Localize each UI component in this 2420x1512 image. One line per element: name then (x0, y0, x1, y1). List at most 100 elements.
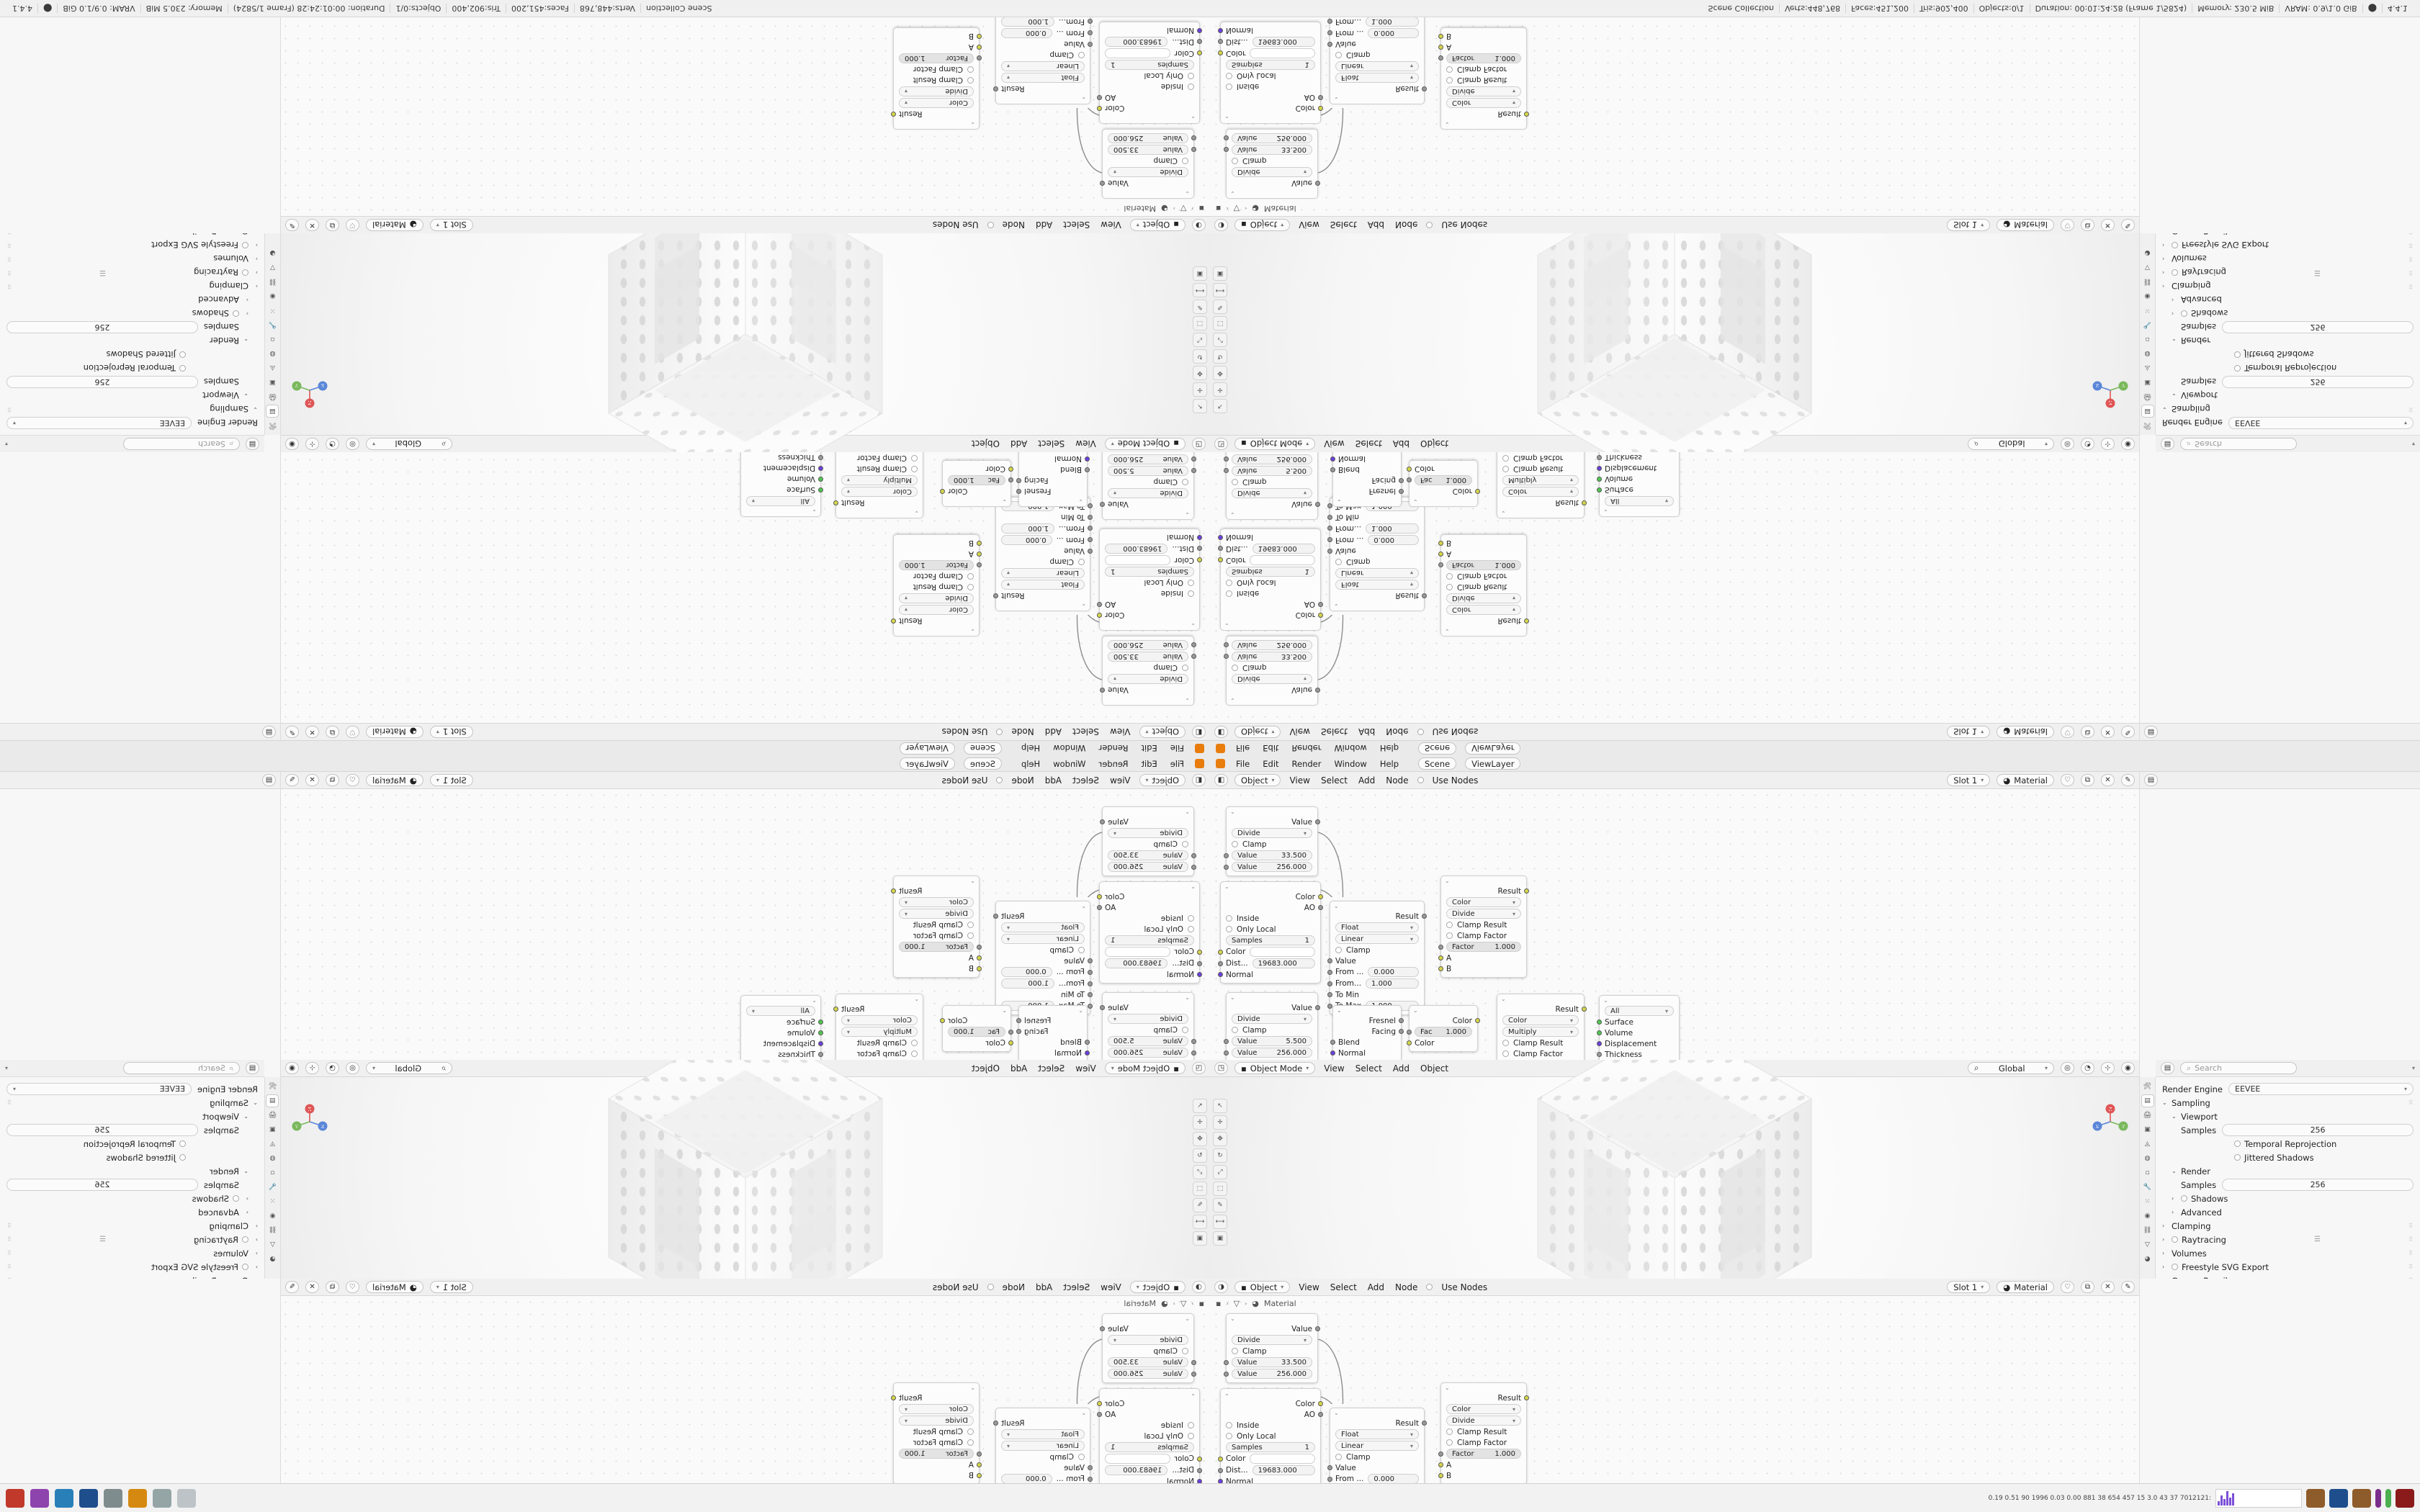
transform-orientation-selector[interactable]: ⌕ Global ▾ (366, 1062, 452, 1074)
socket-yellow-icon[interactable] (1438, 966, 1443, 971)
node-value-field[interactable]: Factor 1.000 (899, 1449, 974, 1459)
section-toggle-checkbox[interactable] (2172, 1264, 2178, 1270)
node-dropdown[interactable]: Linear ▾ (1001, 934, 1085, 944)
socket-yellow-icon[interactable] (1524, 888, 1529, 894)
proportional-edit-icon[interactable]: ◔ (2081, 438, 2094, 450)
socket-grey-icon[interactable] (993, 593, 998, 598)
socket-purple-icon[interactable] (1218, 535, 1223, 540)
node-input-socket-row[interactable]: Color (1218, 48, 1320, 59)
checkbox[interactable] (1226, 73, 1232, 79)
node-dropdown[interactable]: Multiply ▾ (841, 1027, 918, 1037)
node-output-socket-row[interactable]: Fresnel (1016, 1015, 1087, 1026)
node-menu-view[interactable]: View (1289, 726, 1310, 737)
node-dropdown-row[interactable]: Color ▾ (836, 486, 923, 498)
socket-grey-icon[interactable] (1327, 958, 1332, 963)
physics-tab-icon[interactable]: ◉ (269, 1212, 276, 1220)
menu-window[interactable]: Window (1334, 758, 1367, 769)
sh-menu-add[interactable]: Add (1035, 1282, 1053, 1292)
field-value[interactable]: 256 (2222, 321, 2414, 333)
node-value-row[interactable]: Samples 1 (1100, 59, 1199, 71)
gizmo-icon[interactable]: ⊹ (2101, 438, 2115, 450)
node-value-field[interactable]: Value 5.500 (1232, 466, 1312, 476)
property-section-advanced[interactable]: › Advanced (2162, 1205, 2414, 1219)
node-checkbox-row[interactable]: Clamp Factor (1441, 571, 1526, 582)
properties-editor-icon[interactable]: ▤ (246, 1062, 259, 1074)
node-input-socket-row[interactable]: From ... 0.000 (996, 534, 1093, 546)
node-collapse-icon[interactable]: ⌄ (812, 508, 817, 515)
properties-editor-icon[interactable]: ▤ (246, 438, 259, 450)
node-input-socket-row[interactable]: Blend (1019, 1037, 1090, 1048)
viewport-canvas[interactable]: ↖ ✛ ✥ ↻ ⤢ ⬚ ✎ ⟷ ▣ Z (1210, 1060, 2139, 1279)
node-dropdown[interactable]: All ▾ (1605, 496, 1674, 506)
checkbox[interactable] (1446, 922, 1453, 928)
node-value-row[interactable]: Value 256.000 (1103, 861, 1196, 873)
node-menu-select[interactable]: Select (1072, 726, 1100, 737)
search-input[interactable]: ⌕ Search (2180, 438, 2297, 450)
move-icon[interactable]: ✥ (1213, 366, 1227, 380)
node-collapse-icon[interactable]: ⌄ (1445, 628, 1450, 634)
node-value-row[interactable]: Value 5.500 (1103, 465, 1196, 477)
menu-file[interactable]: File (1170, 743, 1184, 754)
particles-tab-icon[interactable]: ⁙ (2144, 1198, 2151, 1205)
overlays-icon[interactable]: ◉ (2121, 438, 2135, 450)
node-collapse-icon[interactable]: ⌄ (1413, 1007, 1418, 1014)
view-layer-tab-icon[interactable]: ▣ (269, 1126, 276, 1133)
proportional-edit-icon[interactable]: ◔ (2081, 1062, 2094, 1074)
node-value-field[interactable]: Value 33.500 (1108, 850, 1188, 860)
socket-grey-icon[interactable] (1315, 181, 1320, 186)
properties-editor-icon[interactable]: ▤ (2161, 438, 2174, 450)
shader-node[interactable]: ⌄ Result Color ▾ Divide ▾ Clamp Result Clamp Fa… (891, 1382, 982, 1485)
node-dropdown-row[interactable]: Float ▾ (996, 922, 1090, 933)
node-collapse-icon[interactable]: ⌄ (1230, 1315, 1235, 1322)
node-collapse-icon[interactable]: ⌄ (1337, 498, 1342, 505)
socket-yellow-icon[interactable] (1438, 552, 1443, 557)
input-value-field[interactable]: 0.000 (1368, 967, 1419, 977)
unlink-icon[interactable]: ✕ (305, 726, 319, 738)
socket-grey-icon[interactable] (1191, 456, 1196, 462)
node-dropdown-row[interactable]: Divide ▾ (1103, 827, 1193, 839)
node-input-socket-row[interactable]: From...1.000 (1327, 978, 1424, 989)
constraints-tab-icon[interactable]: ⛓ (268, 278, 277, 285)
socket-yellow-icon[interactable] (1318, 1401, 1323, 1406)
material-slot-selector[interactable]: Slot 1 ▾ (1947, 726, 1991, 738)
vp-menu-object[interactable]: Object (971, 1063, 1000, 1074)
socket-grey-icon[interactable] (1597, 455, 1602, 460)
socket-grey-icon[interactable] (1088, 549, 1093, 554)
node-value-row[interactable]: Value 33.500 (1103, 144, 1196, 156)
tweak-select-icon[interactable]: ↖ (1193, 1099, 1207, 1113)
node-checkbox-row[interactable]: Clamp (1227, 1346, 1317, 1356)
node-collapse-icon[interactable]: ⌄ (1230, 190, 1235, 197)
use-nodes-checkbox[interactable] (996, 729, 1003, 735)
new-material-icon[interactable]: ⧉ (2081, 774, 2094, 786)
node-dropdown[interactable]: Color ▾ (899, 98, 974, 108)
node-checkbox-row[interactable]: Clamp (1103, 839, 1193, 850)
socket-grey-icon[interactable] (1085, 1040, 1090, 1045)
property-section-viewport[interactable]: ⌄ Viewport (6, 1110, 258, 1123)
annotate-icon[interactable]: ✎ (1213, 300, 1227, 314)
node-input-socket-row[interactable]: Normal (1019, 454, 1090, 464)
socket-yellow-icon[interactable] (891, 618, 896, 624)
socket-grey-icon[interactable] (1088, 537, 1093, 543)
property-section-freestyle-svg-export[interactable]: › Freestyle SVG Export ⠿ (6, 238, 258, 252)
add-cube-icon[interactable]: ▣ (1213, 266, 1227, 281)
node-dropdown[interactable]: Float ▾ (1335, 73, 1419, 83)
node-value-field[interactable]: Factor 1.000 (899, 942, 974, 952)
node-dropdown[interactable]: Divide ▾ (899, 909, 974, 919)
menu-help[interactable]: Help (1021, 743, 1041, 754)
socket-purple-icon[interactable] (818, 1041, 823, 1046)
node-dropdown-row[interactable]: Float ▾ (1330, 72, 1424, 84)
node-collapse-icon[interactable]: ⌄ (1081, 603, 1086, 609)
node-checkbox-row[interactable]: Inside (1100, 1420, 1199, 1431)
checkbox[interactable] (2234, 1140, 2241, 1147)
socket-grey-icon[interactable] (1191, 852, 1196, 858)
node-checkbox-row[interactable]: Only Local (1221, 924, 1320, 935)
input-value-field[interactable]: 19683.000 (1105, 958, 1168, 968)
node-checkbox-row[interactable]: Inside (1100, 588, 1199, 599)
properties-body[interactable]: Render Engine EEVEE ▾ ⌄ Sampling ⠿ ⌄ Viewpor… (2156, 233, 2420, 435)
socket-grey-icon[interactable] (1327, 1465, 1332, 1470)
sh-menu-node[interactable]: Node (1395, 220, 1418, 230)
drag-dots-icon[interactable]: ⠿ (6, 269, 12, 276)
socket-grey-icon[interactable] (1438, 55, 1443, 61)
socket-yellow-icon[interactable] (1097, 894, 1102, 899)
input-value-field[interactable]: 0.000 (1001, 1474, 1052, 1484)
